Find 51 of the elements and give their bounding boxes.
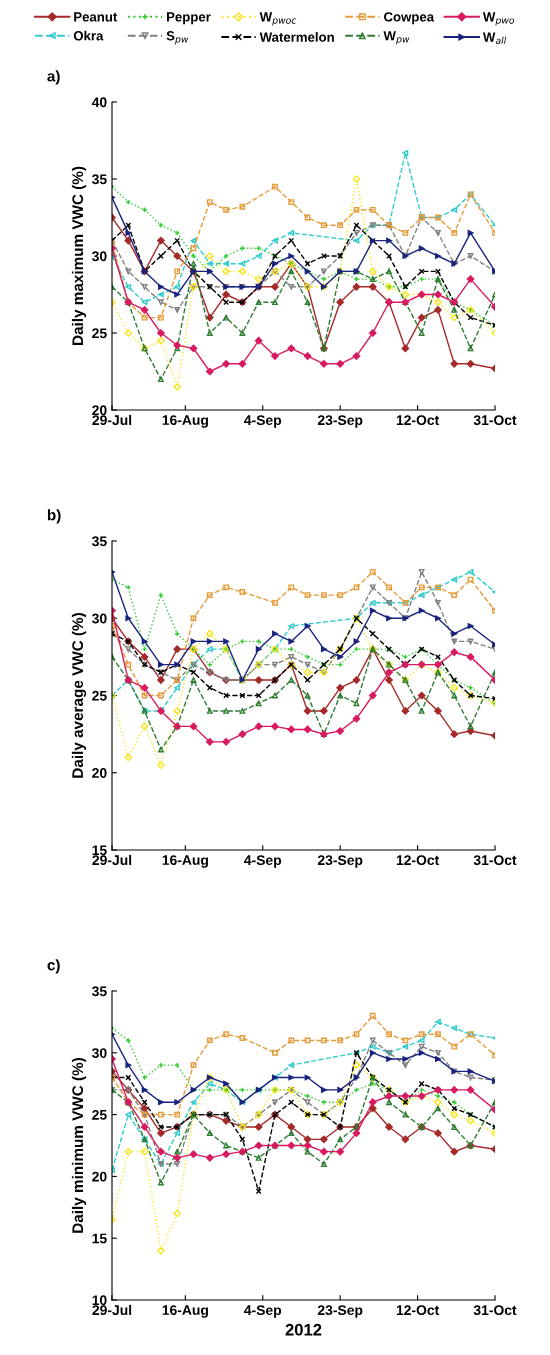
legend-label: Okra bbox=[73, 30, 104, 41]
x-tick-label: 4-Sep bbox=[244, 415, 282, 428]
x-tick-label: 31-Oct bbox=[473, 855, 517, 866]
chart-title: b) bbox=[47, 509, 61, 524]
legend-label: W$_{pwo}$ bbox=[482, 12, 515, 26]
legend-label: W$_{all}$ bbox=[482, 32, 507, 44]
legend-label: S$_{pw}$ bbox=[166, 31, 189, 45]
y-tick-label: 40 bbox=[91, 97, 107, 108]
y-axis-title: Daily average VWC (%) bbox=[71, 613, 87, 778]
y-tick-label: 20 bbox=[92, 1171, 107, 1182]
x-tick-label: 12-Oct bbox=[396, 415, 440, 426]
legend-label: Watermelon bbox=[259, 32, 334, 42]
y-tick-label: 10 bbox=[92, 1295, 107, 1306]
x-tick-label: 16-Aug bbox=[162, 1305, 208, 1318]
legend-label: Cowpea bbox=[384, 12, 435, 25]
legend-label: W$_{pw}$ bbox=[383, 31, 410, 45]
y-tick-label: 15 bbox=[92, 845, 107, 856]
x-tick-label: 31-Oct bbox=[473, 1305, 517, 1316]
y-tick-label: 35 bbox=[92, 536, 107, 547]
y-axis-title: Daily maximum VWC (%) bbox=[71, 166, 87, 345]
y-axis-title: Daily minimum VWC (%) bbox=[71, 1057, 87, 1233]
legend-label: W$_{pwoc}$ bbox=[259, 12, 297, 26]
legend-label: Peanut bbox=[74, 12, 118, 22]
y-tick-label: 30 bbox=[92, 251, 107, 262]
x-tick-label: 4-Sep bbox=[244, 1305, 282, 1318]
x-tick-label: 4-Sep bbox=[244, 855, 282, 868]
x-tick-label: 29-Jul bbox=[92, 854, 132, 866]
x-tick-label: 29-Jul bbox=[92, 1304, 132, 1316]
x-tick-label: 12-Oct bbox=[396, 1305, 440, 1316]
x-axis-title: 2012 bbox=[285, 1323, 322, 1336]
x-tick-label: 16-Aug bbox=[162, 415, 208, 428]
x-tick-label: 23-Sep bbox=[317, 1305, 363, 1318]
y-tick-label: 15 bbox=[92, 1233, 107, 1244]
y-tick-label: 20 bbox=[92, 768, 107, 778]
y-tick-label: 35 bbox=[92, 986, 107, 997]
x-tick-label: 29-Jul bbox=[92, 414, 132, 426]
x-tick-label: 23-Sep bbox=[317, 855, 363, 868]
chart-title: a) bbox=[47, 70, 60, 85]
chart-title: c) bbox=[47, 959, 60, 974]
y-tick-label: 25 bbox=[92, 1109, 107, 1120]
x-tick-label: 16-Aug bbox=[162, 855, 208, 868]
y-tick-label: 35 bbox=[92, 174, 107, 185]
y-tick-label: 25 bbox=[92, 328, 107, 339]
y-tick-label: 30 bbox=[92, 613, 107, 624]
y-tick-label: 25 bbox=[92, 690, 107, 701]
y-tick-label: 30 bbox=[92, 1048, 107, 1058]
x-tick-label: 31-Oct bbox=[473, 415, 517, 426]
x-tick-label: 23-Sep bbox=[317, 415, 363, 428]
legend-label: Pepper bbox=[166, 12, 211, 25]
y-tick-label: 20 bbox=[92, 405, 107, 416]
x-tick-label: 12-Oct bbox=[396, 855, 440, 866]
